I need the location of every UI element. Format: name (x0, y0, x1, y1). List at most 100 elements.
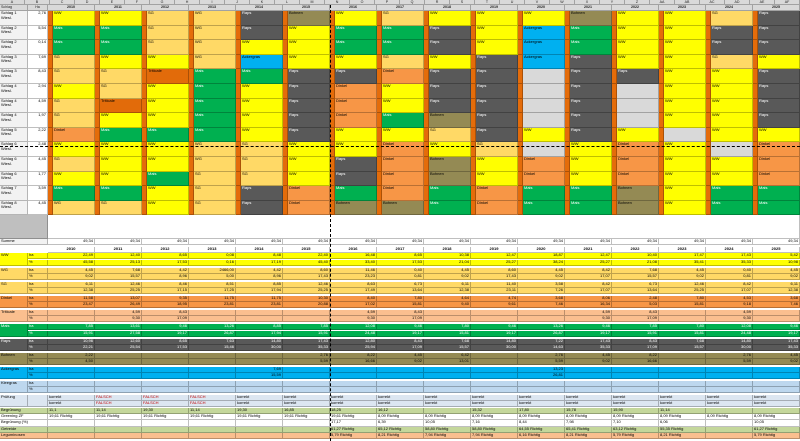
zf-cell[interactable] (95, 69, 100, 84)
pruefung-value[interactable]: korrekt (377, 401, 424, 407)
stat-unit[interactable]: ha (28, 352, 48, 359)
stat-value[interactable]: 24,48 (330, 330, 377, 337)
zf-cell[interactable] (48, 113, 53, 128)
crop-cell[interactable]: WW (476, 171, 518, 187)
zf-cell[interactable] (330, 142, 335, 157)
stat-value[interactable] (471, 373, 518, 380)
field-name[interactable]: Schlag 6 Wiesl. (0, 142, 28, 157)
zf-cell[interactable] (753, 98, 758, 114)
crop-cell[interactable]: Bohnen (429, 113, 471, 128)
stat-value[interactable]: 5,00 (189, 273, 236, 280)
stat-value[interactable]: 8,43 (612, 338, 659, 345)
bottom-row-value[interactable]: 11,14 (95, 408, 142, 415)
bottom-row-value[interactable]: 58,80 Richtig (471, 426, 518, 433)
field-ha[interactable]: 0,14 (28, 40, 48, 55)
crop-cell[interactable]: WW (288, 40, 330, 55)
crop-cell[interactable]: Mais (382, 25, 424, 41)
zf-cell[interactable] (706, 142, 711, 157)
bottom-row-value[interactable] (236, 420, 283, 427)
year-header[interactable]: 2024 (706, 5, 753, 11)
column-header[interactable]: L (275, 0, 300, 5)
bottom-row-value[interactable] (236, 426, 283, 433)
crop-cell[interactable]: Raps (335, 157, 377, 172)
crop-cell[interactable]: Dinkel (758, 142, 800, 157)
stat-value[interactable]: 14,80 (706, 338, 753, 345)
field-ha[interactable]: 7,69 (28, 54, 48, 70)
zf-cell[interactable] (471, 40, 476, 55)
stat-value[interactable]: 9,02 (659, 273, 706, 280)
crop-cell[interactable]: WW (335, 142, 377, 157)
stat-value[interactable] (612, 381, 659, 388)
stat-value[interactable]: 25,25 (95, 287, 142, 294)
crop-cell[interactable]: SG (100, 84, 142, 99)
stat-value[interactable] (424, 387, 471, 394)
crop-cell[interactable]: WW (429, 54, 471, 70)
bottom-row-value[interactable]: 19,61 Richtig (236, 414, 283, 421)
stats-year[interactable]: 2011 (95, 247, 142, 254)
stat-value[interactable]: 11,75 (236, 296, 283, 303)
zf-cell[interactable] (236, 25, 241, 41)
crop-cell[interactable]: Triticale (100, 98, 142, 114)
stat-value[interactable]: 4,50 (48, 358, 95, 365)
crop-cell[interactable]: WW (335, 127, 377, 143)
year-header[interactable]: 2011 (95, 5, 142, 11)
stat-value[interactable]: 7,80 (377, 296, 424, 303)
bottom-row-value[interactable]: 19,61 Richtig (330, 414, 377, 421)
column-header[interactable]: A (0, 0, 25, 5)
stat-value[interactable] (753, 316, 800, 323)
column-header[interactable]: P (375, 0, 400, 5)
bottom-row-value[interactable]: 8,09 Richtig (706, 414, 753, 421)
stats-year[interactable]: 2015 (283, 247, 330, 254)
stat-value[interactable]: 26,87 (518, 330, 565, 337)
zf-cell[interactable] (565, 142, 570, 157)
stat-value[interactable]: 12,46 (283, 281, 330, 288)
stat-value[interactable]: 15,57 (659, 344, 706, 351)
pruefung-value[interactable]: korrekt (471, 401, 518, 407)
zf-cell[interactable] (706, 54, 711, 70)
stat-value[interactable] (283, 381, 330, 388)
stat-value[interactable]: 45,58 (48, 259, 95, 266)
crop-cell[interactable]: WW (664, 25, 706, 41)
bottom-row-value[interactable]: 11,14 (659, 408, 706, 415)
crop-cell[interactable]: SG (711, 11, 753, 26)
zf-cell[interactable] (330, 11, 335, 26)
zf-cell[interactable] (142, 25, 147, 41)
stat-value[interactable]: 9,40 (424, 302, 471, 309)
stat-value[interactable]: 7,80 (659, 296, 706, 303)
stat-value[interactable] (377, 373, 424, 380)
zf-cell[interactable] (283, 171, 288, 187)
crop-cell[interactable]: WW (711, 127, 753, 143)
zf-cell[interactable] (377, 142, 382, 157)
stat-value[interactable] (565, 373, 612, 380)
crop-cell[interactable]: Mais (570, 186, 612, 201)
crop-cell[interactable]: WW (711, 171, 753, 187)
crop-cell[interactable]: Mais (523, 200, 565, 216)
stat-value[interactable] (377, 367, 424, 374)
stat-value[interactable]: 8,85 (236, 324, 283, 331)
zf-cell[interactable] (612, 200, 617, 216)
bottom-row-label[interactable]: Begrünung (%) (0, 420, 48, 427)
crop-cell[interactable]: WW (664, 113, 706, 128)
stat-value[interactable]: 6,73 (612, 281, 659, 288)
stat-value[interactable] (706, 373, 753, 380)
stat-value[interactable] (377, 381, 424, 388)
crop-cell[interactable]: Mais (711, 200, 753, 216)
stat-value[interactable]: 4,42 (236, 267, 283, 274)
stat-value[interactable]: 13,64 (377, 287, 424, 294)
zf-cell[interactable] (283, 186, 288, 201)
zf-cell[interactable] (236, 84, 241, 99)
crop-cell[interactable]: WW (147, 200, 189, 216)
stat-value[interactable] (283, 373, 330, 380)
bottom-row-value[interactable]: 8,09 Richtig (424, 414, 471, 421)
crop-cell[interactable]: Dinkel (382, 142, 424, 157)
stat-value[interactable]: 17,47 (659, 253, 706, 260)
zf-cell[interactable] (189, 11, 194, 26)
crop-cell[interactable] (617, 98, 659, 114)
column-header[interactable]: H (175, 0, 200, 5)
stat-unit[interactable]: % (28, 259, 48, 266)
stat-value[interactable]: 13,26 (518, 324, 565, 331)
crop-cell[interactable]: Mais (53, 40, 95, 55)
stat-value[interactable] (659, 367, 706, 374)
bottom-row-value[interactable] (236, 432, 283, 439)
stat-value[interactable] (236, 358, 283, 365)
